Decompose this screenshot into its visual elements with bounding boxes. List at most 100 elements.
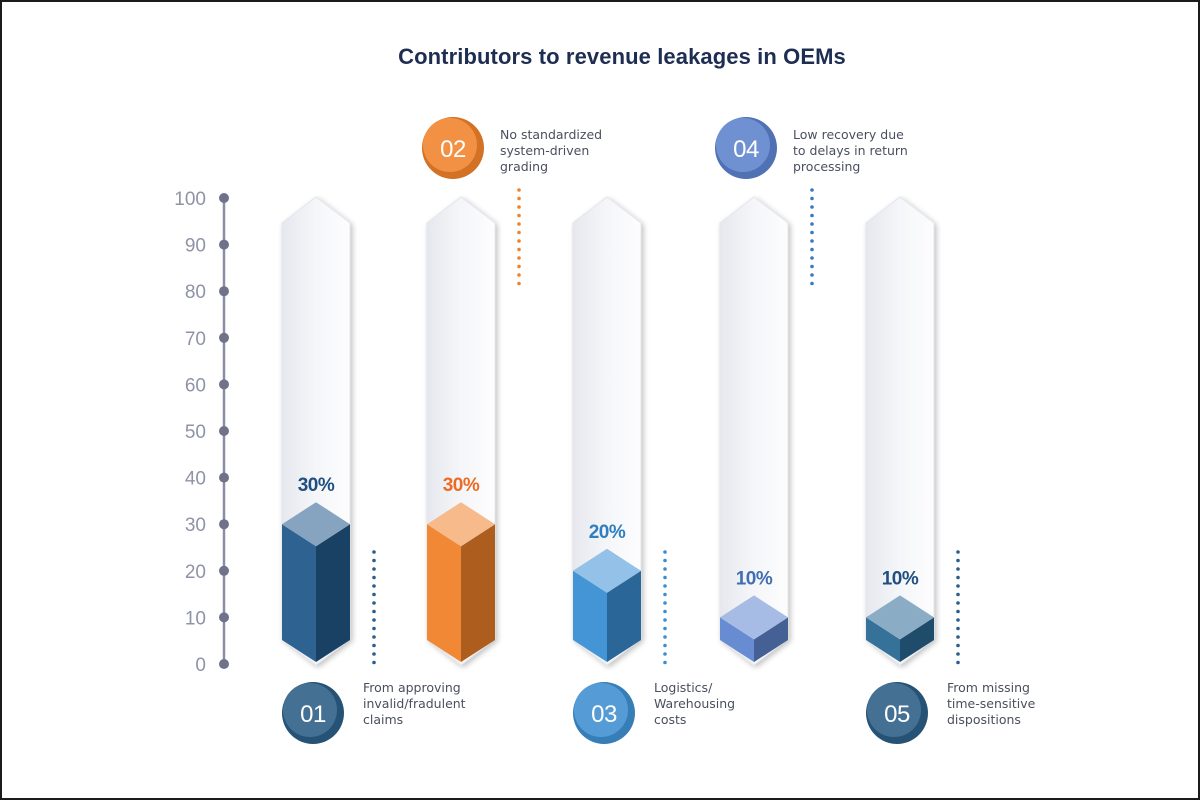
- connector-dot: [517, 196, 521, 201]
- connector-dot: [810, 196, 814, 201]
- connector-dot: [517, 281, 521, 286]
- y-tick-label: 0: [195, 655, 206, 676]
- bar-face-top: [427, 502, 495, 547]
- bar-face-right: [754, 617, 788, 662]
- badge-highlight: [574, 683, 628, 737]
- y-tick-label: 40: [185, 469, 206, 490]
- y-tick-dot: [219, 193, 229, 203]
- connector-dot: [956, 626, 960, 631]
- description-line: Warehousing: [654, 696, 735, 711]
- connector-dot: [810, 213, 814, 218]
- connector-dot: [956, 584, 960, 588]
- y-tick-label: 80: [185, 282, 206, 303]
- connector-dot: [956, 643, 960, 648]
- y-tick-label: 100: [174, 189, 206, 210]
- bar-face-left: [282, 524, 316, 662]
- description-line: Low recovery due: [793, 127, 904, 142]
- connector-dot: [372, 626, 376, 631]
- connector-dot: [372, 584, 376, 588]
- y-tick-dot: [219, 612, 229, 623]
- bar-face-left: [866, 617, 900, 662]
- description-line: costs: [654, 712, 686, 727]
- description-line: No standardized: [500, 127, 602, 142]
- connector-dot: [517, 205, 521, 209]
- y-tick-dot: [219, 239, 229, 250]
- connector-dot: [663, 592, 667, 597]
- connector-dot: [372, 550, 376, 554]
- connector-dot: [372, 567, 376, 571]
- y-tick-label: 20: [185, 562, 206, 583]
- connector-dot: [372, 592, 376, 597]
- connector-dot: [372, 635, 376, 639]
- y-tick-dot: [219, 426, 229, 436]
- bar-face-top: [282, 502, 350, 547]
- y-tick-label: 30: [185, 515, 206, 536]
- connector-dot: [956, 567, 960, 571]
- connector-dot: [372, 643, 376, 648]
- bar-track: [719, 196, 789, 666]
- description-line: system-driven: [500, 143, 589, 158]
- connector-dot: [663, 567, 667, 571]
- connector-dot: [956, 652, 960, 656]
- bar-05: [866, 595, 934, 662]
- badge-number: 04: [733, 136, 759, 163]
- chart-title: Contributors to revenue leakages in OEMs: [398, 44, 846, 69]
- bar-value-label: 20%: [589, 522, 626, 543]
- connector-dot: [372, 575, 376, 580]
- connector-dot: [956, 575, 960, 580]
- badge-number: 02: [440, 136, 466, 163]
- connector-dot: [372, 660, 376, 665]
- connector-dot: [663, 601, 667, 605]
- connector-dot: [517, 256, 521, 260]
- connector-dot: [810, 281, 814, 286]
- connector-dot: [663, 626, 667, 631]
- description-line: to delays in return: [793, 143, 908, 158]
- connector-dot: [956, 618, 960, 622]
- connector-dot: [810, 222, 814, 226]
- description-line: time-sensitive: [947, 696, 1036, 711]
- connector-dot: [956, 558, 960, 563]
- bar-02: [427, 502, 495, 662]
- badge-highlight: [867, 683, 921, 737]
- y-tick-label: 70: [185, 329, 206, 350]
- description-line: grading: [500, 159, 548, 174]
- connector-dot: [663, 575, 667, 580]
- bar-value-label: 10%: [736, 568, 773, 589]
- connector-dot: [517, 239, 521, 243]
- connector-dot: [810, 205, 814, 209]
- connector-dot: [810, 256, 814, 260]
- connector-dot: [810, 264, 814, 269]
- y-tick-dot: [219, 379, 229, 390]
- badge-highlight: [283, 683, 337, 737]
- badge-number: 05: [884, 701, 910, 728]
- y-tick-dot: [219, 472, 229, 483]
- bar-01: [282, 502, 350, 662]
- description-line: From approving: [363, 680, 461, 695]
- description-line: processing: [793, 159, 860, 174]
- bar-face-right: [607, 570, 641, 662]
- y-tick-label: 90: [185, 236, 206, 257]
- connector-dot: [956, 601, 960, 605]
- y-tick-label: 10: [185, 608, 206, 629]
- y-tick-dot: [219, 565, 229, 576]
- connector-dot: [517, 222, 521, 226]
- connector-dot: [663, 643, 667, 648]
- description-line: Logistics/: [654, 680, 713, 695]
- connector-dot: [372, 601, 376, 605]
- y-tick-label: 60: [185, 375, 206, 396]
- bar-track: [572, 196, 642, 666]
- bar-face-top: [720, 595, 788, 640]
- connector-dot: [663, 618, 667, 622]
- description-line: dispositions: [947, 712, 1021, 727]
- connector-dot: [372, 558, 376, 563]
- connector-dot: [663, 660, 667, 665]
- bar-04: [720, 595, 788, 662]
- y-tick-dot: [219, 519, 229, 530]
- connector-dot: [372, 618, 376, 622]
- connector-dot: [372, 652, 376, 656]
- connector-dot: [810, 230, 814, 235]
- connector-dot: [810, 188, 814, 192]
- y-tick-dot: [219, 332, 229, 343]
- connector-dot: [810, 273, 814, 277]
